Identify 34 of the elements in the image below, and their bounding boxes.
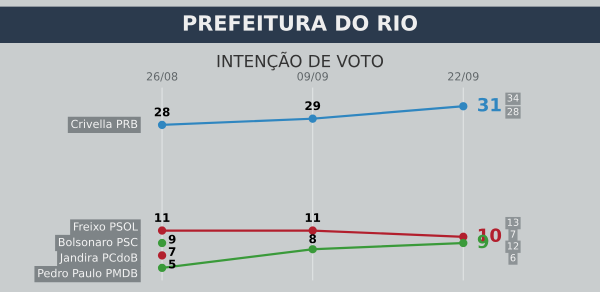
point bbox=[308, 226, 317, 235]
chart-title: PREFEITURA DO RIO bbox=[184, 15, 417, 31]
x-tick-label: 26/08 bbox=[146, 72, 178, 82]
annotation: 12 bbox=[508, 242, 518, 250]
x-tick-label: 22/09 bbox=[448, 72, 479, 82]
series-label: Crivella PRB bbox=[71, 120, 138, 128]
series-label: Bolsonaro PSC bbox=[58, 238, 138, 246]
annotation: 28 bbox=[508, 108, 519, 116]
series-label: Jandira PCdoB bbox=[59, 253, 138, 264]
annotation: 6 bbox=[510, 254, 516, 262]
data-label: 8 bbox=[309, 234, 316, 244]
point bbox=[158, 264, 166, 272]
series-label: Pedro Paulo PMDB bbox=[38, 268, 138, 278]
point bbox=[158, 251, 166, 260]
data-label: 11 bbox=[306, 213, 320, 222]
x-tick-label: 09/09 bbox=[297, 72, 328, 82]
data-label: 9 bbox=[168, 234, 176, 244]
point bbox=[459, 238, 468, 248]
point bbox=[158, 226, 166, 235]
point bbox=[158, 120, 166, 130]
point bbox=[158, 238, 166, 248]
point bbox=[308, 114, 317, 123]
series-label: Freixo PSOL bbox=[74, 222, 138, 231]
annotation: 7 bbox=[510, 230, 516, 238]
chart-subtitle: INTENÇÃO DE VOTO bbox=[218, 52, 384, 70]
point bbox=[459, 102, 468, 110]
point bbox=[308, 245, 317, 254]
data-label: 11 bbox=[155, 213, 170, 222]
annotation: 13 bbox=[508, 218, 518, 226]
data-label: 31 bbox=[478, 98, 501, 112]
data-label: 28 bbox=[154, 107, 170, 116]
annotation: 34 bbox=[508, 94, 519, 102]
data-label: 7 bbox=[168, 247, 176, 256]
data-label: 29 bbox=[305, 101, 320, 110]
